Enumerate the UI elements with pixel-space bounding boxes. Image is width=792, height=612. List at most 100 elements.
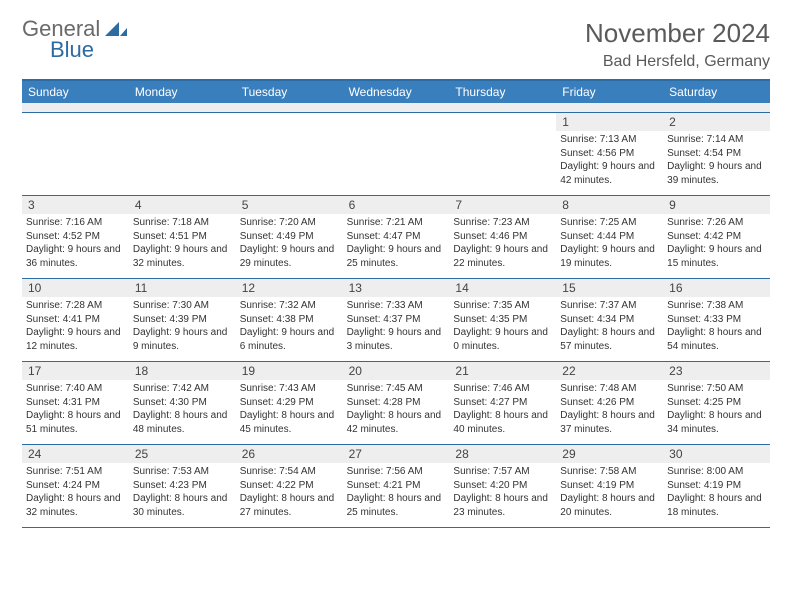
sunset-text: Sunset: 4:27 PM [453, 396, 552, 410]
day-info: Sunrise: 7:16 AMSunset: 4:52 PMDaylight:… [22, 214, 129, 274]
day-info: Sunrise: 8:00 AMSunset: 4:19 PMDaylight:… [663, 463, 770, 523]
day-number: 22 [556, 362, 663, 380]
day-cell: 13Sunrise: 7:33 AMSunset: 4:37 PMDayligh… [343, 279, 450, 361]
logo-text-block: General Blue [22, 18, 127, 61]
day-info: Sunrise: 7:33 AMSunset: 4:37 PMDaylight:… [343, 297, 450, 357]
daylight-text: Daylight: 8 hours and 30 minutes. [133, 492, 232, 519]
day-number: 5 [236, 196, 343, 214]
day-number: 24 [22, 445, 129, 463]
day-cell: 27Sunrise: 7:56 AMSunset: 4:21 PMDayligh… [343, 445, 450, 527]
day-number: 8 [556, 196, 663, 214]
logo: General Blue [22, 18, 127, 61]
sunrise-text: Sunrise: 7:13 AM [560, 133, 659, 147]
daylight-text: Daylight: 9 hours and 32 minutes. [133, 243, 232, 270]
sunset-text: Sunset: 4:21 PM [347, 479, 446, 493]
week-row: 24Sunrise: 7:51 AMSunset: 4:24 PMDayligh… [22, 445, 770, 528]
day-cell: 19Sunrise: 7:43 AMSunset: 4:29 PMDayligh… [236, 362, 343, 444]
sunrise-text: Sunrise: 7:25 AM [560, 216, 659, 230]
sunrise-text: Sunrise: 7:37 AM [560, 299, 659, 313]
week-row: 10Sunrise: 7:28 AMSunset: 4:41 PMDayligh… [22, 279, 770, 362]
sunset-text: Sunset: 4:39 PM [133, 313, 232, 327]
day-cell: 20Sunrise: 7:45 AMSunset: 4:28 PMDayligh… [343, 362, 450, 444]
daylight-text: Daylight: 9 hours and 3 minutes. [347, 326, 446, 353]
daylight-text: Daylight: 8 hours and 27 minutes. [240, 492, 339, 519]
day-info: Sunrise: 7:23 AMSunset: 4:46 PMDaylight:… [449, 214, 556, 274]
daylight-text: Daylight: 9 hours and 9 minutes. [133, 326, 232, 353]
sunrise-text: Sunrise: 7:57 AM [453, 465, 552, 479]
day-info: Sunrise: 7:20 AMSunset: 4:49 PMDaylight:… [236, 214, 343, 274]
week-row: 17Sunrise: 7:40 AMSunset: 4:31 PMDayligh… [22, 362, 770, 445]
day-cell: 23Sunrise: 7:50 AMSunset: 4:25 PMDayligh… [663, 362, 770, 444]
day-cell [449, 113, 556, 195]
sunset-text: Sunset: 4:56 PM [560, 147, 659, 161]
day-cell: 10Sunrise: 7:28 AMSunset: 4:41 PMDayligh… [22, 279, 129, 361]
day-cell [129, 113, 236, 195]
day-info: Sunrise: 7:38 AMSunset: 4:33 PMDaylight:… [663, 297, 770, 357]
day-number: 28 [449, 445, 556, 463]
day-number: 12 [236, 279, 343, 297]
day-cell: 4Sunrise: 7:18 AMSunset: 4:51 PMDaylight… [129, 196, 236, 278]
week-row: 1Sunrise: 7:13 AMSunset: 4:56 PMDaylight… [22, 113, 770, 196]
calendar: Sunday Monday Tuesday Wednesday Thursday… [22, 79, 770, 528]
day-cell: 1Sunrise: 7:13 AMSunset: 4:56 PMDaylight… [556, 113, 663, 195]
sunset-text: Sunset: 4:49 PM [240, 230, 339, 244]
day-number: 16 [663, 279, 770, 297]
title-block: November 2024 Bad Hersfeld, Germany [585, 18, 770, 71]
daylight-text: Daylight: 9 hours and 36 minutes. [26, 243, 125, 270]
day-header: Monday [129, 81, 236, 103]
day-cell: 30Sunrise: 8:00 AMSunset: 4:19 PMDayligh… [663, 445, 770, 527]
day-number: 26 [236, 445, 343, 463]
week-row: 3Sunrise: 7:16 AMSunset: 4:52 PMDaylight… [22, 196, 770, 279]
day-info: Sunrise: 7:42 AMSunset: 4:30 PMDaylight:… [129, 380, 236, 440]
daylight-text: Daylight: 9 hours and 42 minutes. [560, 160, 659, 187]
day-info: Sunrise: 7:54 AMSunset: 4:22 PMDaylight:… [236, 463, 343, 523]
sunrise-text: Sunrise: 7:50 AM [667, 382, 766, 396]
sunset-text: Sunset: 4:38 PM [240, 313, 339, 327]
sunrise-text: Sunrise: 7:32 AM [240, 299, 339, 313]
daylight-text: Daylight: 9 hours and 22 minutes. [453, 243, 552, 270]
day-info: Sunrise: 7:40 AMSunset: 4:31 PMDaylight:… [22, 380, 129, 440]
sunrise-text: Sunrise: 7:46 AM [453, 382, 552, 396]
sunset-text: Sunset: 4:19 PM [667, 479, 766, 493]
sunset-text: Sunset: 4:42 PM [667, 230, 766, 244]
day-number: 27 [343, 445, 450, 463]
day-cell: 11Sunrise: 7:30 AMSunset: 4:39 PMDayligh… [129, 279, 236, 361]
day-number: 17 [22, 362, 129, 380]
daylight-text: Daylight: 8 hours and 48 minutes. [133, 409, 232, 436]
sunset-text: Sunset: 4:23 PM [133, 479, 232, 493]
daylight-text: Daylight: 9 hours and 15 minutes. [667, 243, 766, 270]
sunrise-text: Sunrise: 7:35 AM [453, 299, 552, 313]
day-info: Sunrise: 7:18 AMSunset: 4:51 PMDaylight:… [129, 214, 236, 274]
day-number: 4 [129, 196, 236, 214]
month-title: November 2024 [585, 18, 770, 49]
sunset-text: Sunset: 4:29 PM [240, 396, 339, 410]
day-info: Sunrise: 7:51 AMSunset: 4:24 PMDaylight:… [22, 463, 129, 523]
day-number: 15 [556, 279, 663, 297]
header: General Blue November 2024 Bad Hersfeld,… [22, 18, 770, 71]
day-info: Sunrise: 7:50 AMSunset: 4:25 PMDaylight:… [663, 380, 770, 440]
daylight-text: Daylight: 9 hours and 0 minutes. [453, 326, 552, 353]
day-header: Thursday [449, 81, 556, 103]
daylight-text: Daylight: 8 hours and 51 minutes. [26, 409, 125, 436]
daylight-text: Daylight: 9 hours and 12 minutes. [26, 326, 125, 353]
day-cell [22, 113, 129, 195]
day-number: 10 [22, 279, 129, 297]
sunset-text: Sunset: 4:34 PM [560, 313, 659, 327]
day-cell: 28Sunrise: 7:57 AMSunset: 4:20 PMDayligh… [449, 445, 556, 527]
day-cell: 16Sunrise: 7:38 AMSunset: 4:33 PMDayligh… [663, 279, 770, 361]
day-info: Sunrise: 7:53 AMSunset: 4:23 PMDaylight:… [129, 463, 236, 523]
day-info: Sunrise: 7:13 AMSunset: 4:56 PMDaylight:… [556, 131, 663, 191]
day-number: 14 [449, 279, 556, 297]
day-number: 20 [343, 362, 450, 380]
day-number: 6 [343, 196, 450, 214]
sunrise-text: Sunrise: 7:51 AM [26, 465, 125, 479]
day-cell: 12Sunrise: 7:32 AMSunset: 4:38 PMDayligh… [236, 279, 343, 361]
sunrise-text: Sunrise: 7:40 AM [26, 382, 125, 396]
day-info: Sunrise: 7:48 AMSunset: 4:26 PMDaylight:… [556, 380, 663, 440]
sunrise-text: Sunrise: 7:16 AM [26, 216, 125, 230]
sunrise-text: Sunrise: 7:23 AM [453, 216, 552, 230]
sunrise-text: Sunrise: 7:28 AM [26, 299, 125, 313]
location: Bad Hersfeld, Germany [585, 53, 770, 71]
day-info: Sunrise: 7:56 AMSunset: 4:21 PMDaylight:… [343, 463, 450, 523]
day-number: 25 [129, 445, 236, 463]
